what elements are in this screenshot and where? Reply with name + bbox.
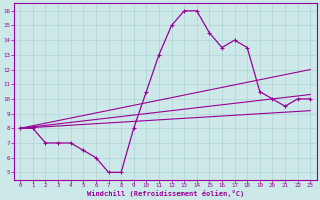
X-axis label: Windchill (Refroidissement éolien,°C): Windchill (Refroidissement éolien,°C) xyxy=(87,190,244,197)
